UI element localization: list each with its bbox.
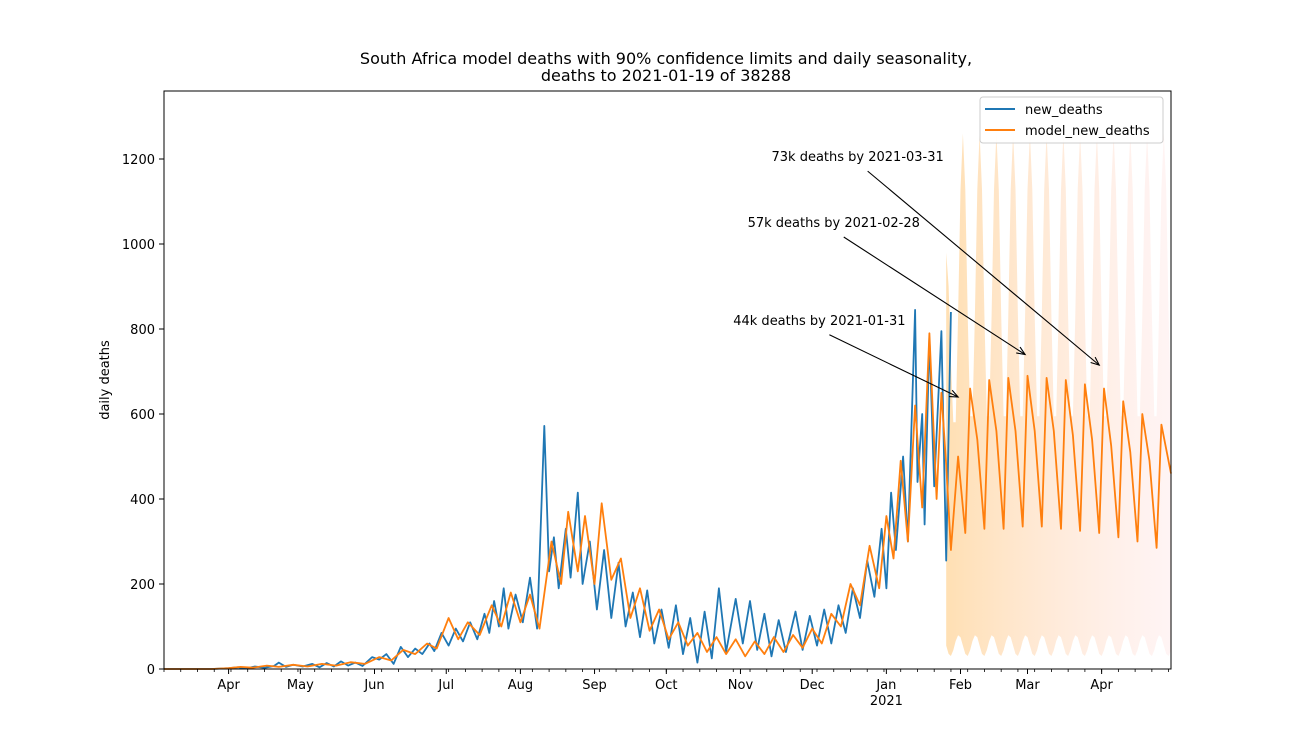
x-tick-label: May	[287, 678, 314, 693]
annotation-arrowhead-1	[949, 389, 960, 398]
confidence-band-layer	[946, 133, 1171, 656]
legend-label-new-deaths: new_deaths	[1025, 103, 1103, 118]
annotation-arrowhead-2	[1016, 346, 1027, 356]
series-line-model-new-deaths	[164, 332, 1172, 670]
plot-frame	[163, 90, 1172, 670]
x-tick-label: Jul	[437, 678, 454, 693]
annotation-layer: 44k deaths by 2021-01-31 57k deaths by 20…	[733, 150, 1101, 398]
y-tick-label: 400	[130, 493, 155, 508]
annotation-text-1: 44k deaths by 2021-01-31	[733, 314, 905, 329]
annotation-arrow-2	[843, 236, 1026, 355]
y-tick-label: 200	[130, 578, 155, 593]
x-tick-label: Jun	[363, 678, 384, 693]
x-year-label: 2021	[870, 694, 903, 709]
chart-title-line-1: South Africa model deaths with 90% confi…	[360, 49, 972, 68]
x-tick-label: Oct	[655, 678, 677, 693]
y-axis-ticks: 0 200 400 600 800 1000 1200	[122, 153, 164, 678]
y-tick-label: 600	[130, 408, 155, 423]
annotation-arrow-1	[829, 334, 959, 398]
x-tick-label: Feb	[949, 678, 972, 693]
y-axis-label: daily deaths	[98, 340, 113, 420]
annotation-arrow-3	[867, 170, 1100, 366]
annotation-arrowhead-3	[1090, 356, 1101, 367]
annotation-text-2: 57k deaths by 2021-02-28	[748, 216, 920, 231]
y-tick-label: 1000	[122, 238, 155, 253]
x-tick-label: Jan	[875, 678, 896, 693]
legend-label-model-new-deaths: model_new_deaths	[1025, 124, 1150, 139]
y-tick-label: 800	[130, 323, 155, 338]
chart-title-line-2: deaths to 2021-01-19 of 38288	[541, 66, 791, 85]
y-tick-label: 1200	[122, 153, 155, 168]
x-tick-label: Sep	[582, 678, 607, 693]
series-layer	[164, 308, 1172, 670]
confidence-band	[946, 133, 1171, 656]
x-tick-label: Nov	[728, 678, 754, 693]
x-tick-label: Mar	[1015, 678, 1040, 693]
legend-box	[979, 96, 1164, 144]
y-tick-label: 0	[147, 663, 155, 678]
x-tick-label: Apr	[217, 678, 240, 693]
x-tick-label: Aug	[508, 678, 533, 693]
legend: new_deaths model_new_deaths	[979, 96, 1164, 144]
x-tick-label: Apr	[1090, 678, 1113, 693]
annotation-text-3: 73k deaths by 2021-03-31	[772, 150, 944, 165]
x-axis-ticks: Apr May Jun Jul Aug Sep Oct Nov Dec Jan Feb Mar Apr 2…	[163, 669, 1170, 709]
x-tick-label: Dec	[800, 678, 825, 693]
